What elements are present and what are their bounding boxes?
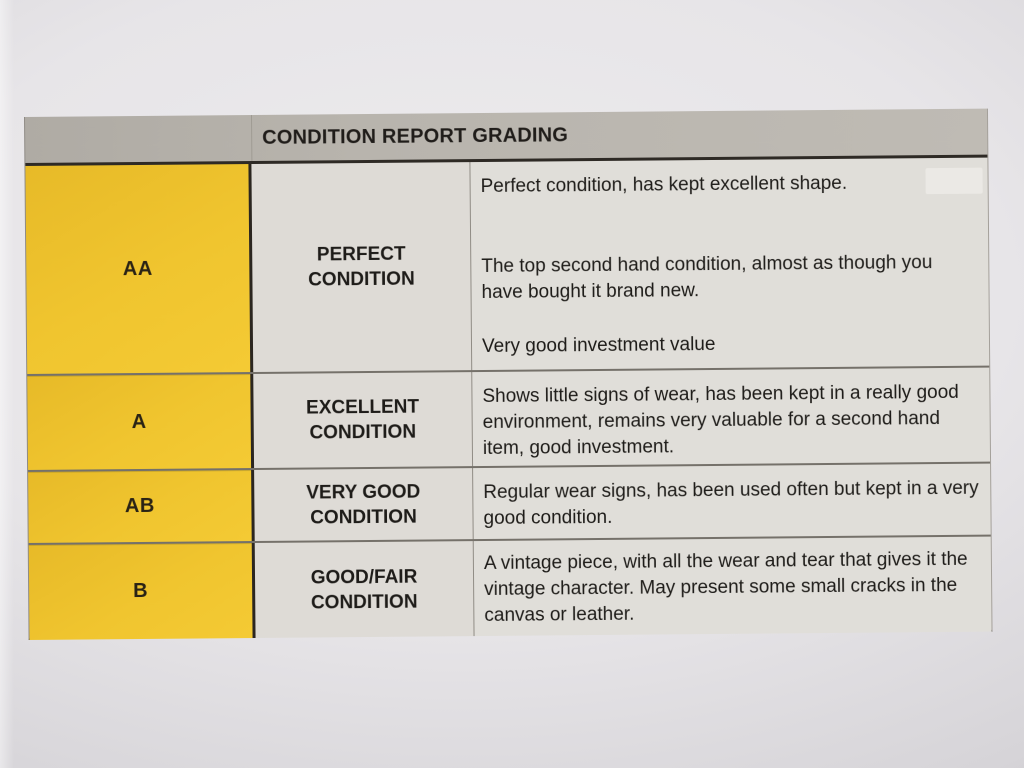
condition-description-cell: Shows little signs of wear, has been kep… bbox=[472, 367, 991, 467]
table-row-a: A EXCELLENT CONDITION Shows little signs… bbox=[27, 365, 991, 470]
condition-name-cell: EXCELLENT CONDITION bbox=[253, 372, 474, 469]
description-paragraph: Shows little signs of wear, has been kep… bbox=[482, 381, 959, 460]
condition-grading-table: CONDITION REPORT GRADING AA PERFECT COND… bbox=[24, 108, 993, 640]
whiteout-patch bbox=[925, 167, 983, 195]
grade-cell-a: A bbox=[27, 374, 255, 470]
condition-name-label: PERFECT CONDITION bbox=[308, 243, 415, 291]
condition-name-cell: PERFECT CONDITION bbox=[251, 162, 473, 373]
grade-cell-b: B bbox=[28, 543, 256, 640]
condition-name-cell: VERY GOOD CONDITION bbox=[254, 468, 474, 542]
condition-description-cell: Regular wear signs, has been used often … bbox=[473, 463, 991, 540]
table-row-aa: AA PERFECT CONDITION Perfect condition, … bbox=[25, 157, 990, 374]
condition-description-cell: A vintage piece, with all the wear and t… bbox=[473, 536, 992, 637]
description-paragraph: A vintage piece, with all the wear and t… bbox=[483, 548, 968, 627]
grade-label: A bbox=[131, 410, 147, 433]
description-paragraph: Very good investment value bbox=[481, 333, 716, 358]
header-column-divider bbox=[250, 115, 253, 162]
condition-name-cell: GOOD/FAIR CONDITION bbox=[254, 541, 475, 638]
table-header: CONDITION REPORT GRADING bbox=[24, 108, 988, 166]
grade-label: AB bbox=[124, 494, 155, 518]
condition-description-cell: Perfect condition, has kept excellent sh… bbox=[470, 157, 990, 371]
grade-cell-ab: AB bbox=[28, 470, 255, 543]
table-title: CONDITION REPORT GRADING bbox=[262, 123, 569, 149]
grade-label: B bbox=[133, 579, 149, 603]
grade-label: AA bbox=[122, 257, 153, 280]
description-paragraph: The top second hand condition, almost as… bbox=[481, 252, 933, 304]
condition-name-label: GOOD/FAIR CONDITION bbox=[310, 566, 418, 614]
condition-name-label: VERY GOOD CONDITION bbox=[306, 481, 421, 529]
condition-name-label: EXCELLENT CONDITION bbox=[305, 396, 420, 444]
table-row-b: B GOOD/FAIR CONDITION A vintage piece, w… bbox=[28, 534, 992, 640]
table-row-ab: AB VERY GOOD CONDITION Regular wear sign… bbox=[28, 461, 991, 543]
description-paragraph: Regular wear signs, has been used often … bbox=[483, 477, 979, 530]
grade-cell-aa: AA bbox=[25, 164, 254, 374]
description-paragraph: Perfect condition, has kept excellent sh… bbox=[480, 172, 848, 198]
